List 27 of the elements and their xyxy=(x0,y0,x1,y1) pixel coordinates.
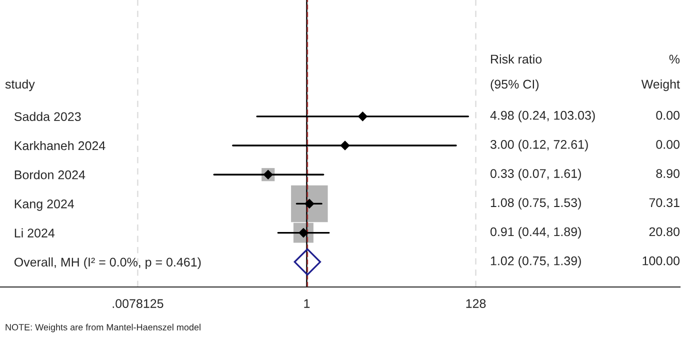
x-tick-label: 128 xyxy=(466,299,486,308)
text: % xyxy=(669,54,680,64)
annotation: 1.02 (0.75, 1.39) xyxy=(490,256,581,268)
text: Risk ratio xyxy=(491,54,542,64)
text: NOTE: Weights are from Mantel-Haenszel model xyxy=(6,324,200,332)
text: (95% CI) xyxy=(490,79,539,92)
annotation: 4.98 (0.24, 103.03) xyxy=(490,110,595,122)
annotation: 1.08 (0.75, 1.53) xyxy=(490,198,581,210)
y-tick-label: Overall, MH (I² = 0.0%, p = 0.461) xyxy=(14,257,201,270)
annotation: 0.00 xyxy=(656,140,680,149)
annotation: 3.00 (0.12, 72.61) xyxy=(490,140,588,152)
annotation: 0.91 (0.44, 1.89) xyxy=(490,226,581,239)
y-tick-label: Li 2024 xyxy=(14,228,55,238)
annotation: 0.33 (0.07, 1.61) xyxy=(490,168,581,180)
annotation: 0.00 xyxy=(656,110,680,120)
annotation: 100.00 xyxy=(642,256,680,266)
x-tick-label: .0078125 xyxy=(112,299,164,308)
y-tick-label: Bordon 2024 xyxy=(14,170,86,180)
x-tick-label: 1 xyxy=(304,299,310,308)
y-tick-label: Sadda 2023 xyxy=(14,112,81,122)
y-tick-label: Kang 2024 xyxy=(14,200,74,211)
annotation: 8.90 xyxy=(656,169,680,178)
annotation: 70.31 xyxy=(649,198,680,208)
text: Weight xyxy=(641,79,680,92)
y-tick-label: Karkhaneh 2024 xyxy=(14,140,106,150)
annotation: 20.80 xyxy=(649,227,680,236)
text: study xyxy=(5,79,35,92)
